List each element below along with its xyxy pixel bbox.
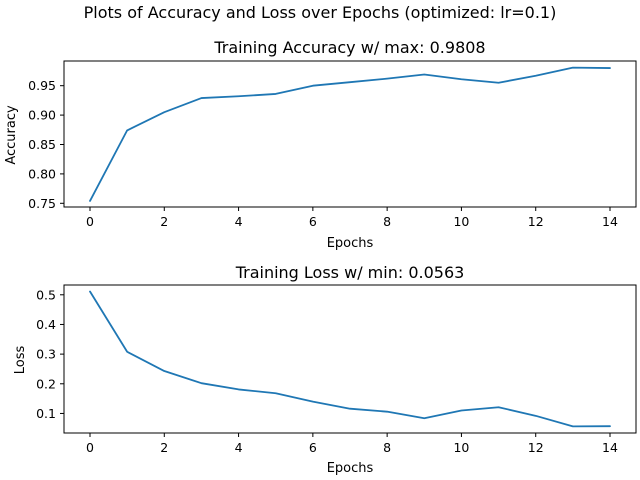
accuracy-x-tick-label: 14 (602, 214, 618, 229)
accuracy-y-tick-label: 0.80 (28, 166, 56, 181)
loss-y-tick-label: 0.3 (36, 347, 56, 362)
loss-y-tick-label: 0.5 (36, 287, 56, 302)
accuracy-x-tick-label: 0 (86, 214, 94, 229)
loss-y-tick-label: 0.2 (36, 376, 56, 391)
loss-x-tick-label: 10 (453, 440, 469, 455)
accuracy-x-tick-label: 6 (309, 214, 317, 229)
accuracy-x-tick-label: 4 (235, 214, 243, 229)
loss-x-tick-label: 12 (528, 440, 544, 455)
loss-series-line (89, 290, 611, 428)
loss-y-tick-label: 0.1 (36, 406, 56, 421)
accuracy-plot-marks: 0 2 4 6 8 10 12 14 0.75 0.80 0.85 0.90 0.95 (28, 66, 618, 229)
accuracy-x-tick-label: 2 (160, 214, 168, 229)
loss-chart: Training Loss w/ min: 0.0563 Epochs Loss… (13, 263, 637, 476)
accuracy-x-tick-label: 8 (383, 214, 391, 229)
accuracy-x-tick-label: 12 (528, 214, 544, 229)
loss-x-tick-label: 14 (602, 440, 618, 455)
figure-suptitle: Plots of Accuracy and Loss over Epochs (… (84, 3, 557, 22)
accuracy-y-tick-label: 0.90 (28, 108, 56, 123)
loss-x-tick-label: 8 (383, 440, 391, 455)
accuracy-chart-title: Training Accuracy w/ max: 0.9808 (213, 38, 485, 57)
loss-x-tick-label: 4 (235, 440, 243, 455)
loss-axes-frame (63, 284, 637, 434)
accuracy-axes-frame (63, 60, 637, 208)
accuracy-chart: Training Accuracy w/ max: 0.9808 Epochs … (4, 38, 637, 251)
loss-x-tick-label: 2 (160, 440, 168, 455)
accuracy-series-line (89, 66, 611, 202)
loss-x-tick-label: 0 (86, 440, 94, 455)
accuracy-y-tick-label: 0.85 (28, 137, 56, 152)
loss-chart-title: Training Loss w/ min: 0.0563 (235, 263, 465, 282)
loss-y-axis-label: Loss (13, 346, 28, 375)
accuracy-y-tick-label: 0.95 (28, 78, 56, 93)
accuracy-x-tick-label: 10 (453, 214, 469, 229)
loss-y-tick-label: 0.4 (36, 317, 56, 332)
loss-x-axis-label: Epochs (327, 461, 374, 476)
accuracy-x-axis-label: Epochs (327, 236, 374, 251)
loss-x-tick-label: 6 (309, 440, 317, 455)
loss-plot-marks: 0 2 4 6 8 10 12 14 0.1 0.2 0.3 0.4 0.5 (36, 287, 618, 455)
accuracy-y-axis-label: Accuracy (4, 105, 19, 165)
accuracy-y-tick-label: 0.75 (28, 196, 56, 211)
